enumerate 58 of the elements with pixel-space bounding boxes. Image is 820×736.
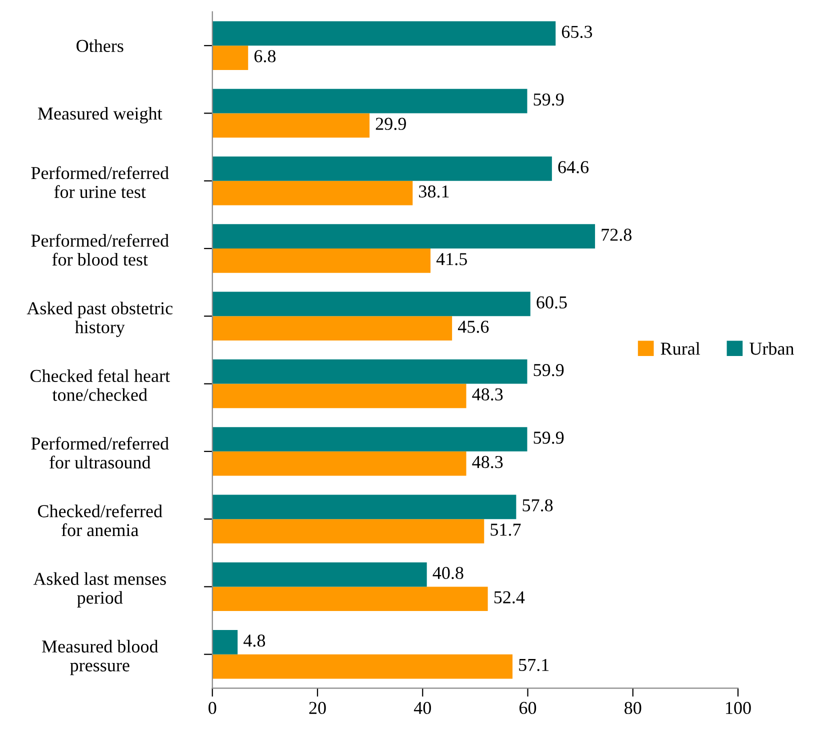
data-label: 59.9 <box>534 93 564 106</box>
legend-label: Urban <box>750 342 794 355</box>
bar <box>212 248 431 273</box>
bar <box>212 224 596 249</box>
bar <box>212 180 413 206</box>
y-tick-label: Performed/referred for ultrasound <box>31 436 169 469</box>
data-label: 60.5 <box>536 296 567 309</box>
bar <box>212 88 528 114</box>
x-tick-label: 20 <box>309 702 326 714</box>
data-label: 4.8 <box>244 634 266 647</box>
y-tick-label: Performed/referred for urine test <box>31 166 169 198</box>
data-label: 57.8 <box>522 499 553 512</box>
data-label: 59.9 <box>534 432 564 444</box>
x-tick-label: 80 <box>624 702 642 714</box>
bar <box>212 359 528 384</box>
y-tick-label: Others <box>76 39 124 52</box>
bar <box>212 21 556 46</box>
bar <box>212 156 552 181</box>
y-tick-label: Checked fetal heart tone/checked <box>30 369 170 401</box>
x-tick-label: 60 <box>520 702 536 714</box>
y-tick-label: Measured weight <box>38 106 162 124</box>
bar <box>212 494 516 520</box>
bar <box>212 654 513 679</box>
data-label: 6.8 <box>254 50 276 62</box>
x-tick-label: 0 <box>208 702 216 714</box>
bar <box>212 113 370 138</box>
data-label: 48.3 <box>472 456 503 468</box>
y-tick-label: Measured blood pressure <box>42 640 158 676</box>
bar <box>212 316 452 340</box>
data-label: 59.9 <box>534 364 564 376</box>
data-label: 72.8 <box>602 228 632 241</box>
y-tick-label: Asked last menses period <box>33 572 166 608</box>
bar <box>212 586 488 612</box>
data-label: 40.8 <box>432 566 464 580</box>
bar <box>212 427 528 452</box>
data-label: 57.1 <box>519 658 549 672</box>
y-tick-label: Asked past obstetric history <box>26 302 173 337</box>
data-label: 41.5 <box>436 253 467 266</box>
data-label: 65.3 <box>562 26 592 38</box>
data-label: 45.6 <box>458 320 489 333</box>
x-tick-label: 100 <box>726 702 751 714</box>
bar <box>212 630 238 654</box>
bar <box>212 451 466 476</box>
bar <box>212 519 484 544</box>
data-label: 29.9 <box>376 118 406 130</box>
y-tick-label: Performed/referred for blood test <box>31 234 169 266</box>
legend-label: Rural <box>660 342 700 355</box>
bar <box>212 384 466 408</box>
bar <box>212 46 248 70</box>
data-label: 48.3 <box>472 388 503 401</box>
x-tick-label: 40 <box>414 702 431 714</box>
data-label: 51.7 <box>490 524 521 536</box>
bar <box>212 292 530 316</box>
y-tick-label: Checked/referred for anemia <box>38 504 162 536</box>
bar <box>212 562 427 587</box>
data-label: 52.4 <box>494 591 525 604</box>
data-label: 38.1 <box>419 185 449 198</box>
data-label: 64.6 <box>558 161 589 174</box>
